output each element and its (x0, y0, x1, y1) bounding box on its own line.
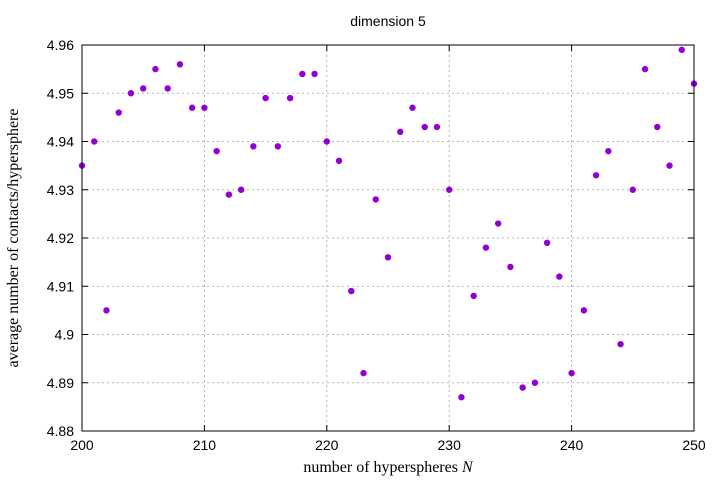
data-point (507, 263, 514, 271)
y-tick-label: 4.91 (47, 278, 74, 294)
y-tick-label: 4.95 (47, 85, 74, 101)
data-point (164, 85, 171, 92)
x-axis-label: number of hyperspheres N (303, 459, 474, 476)
data-point (127, 90, 135, 97)
data-point (225, 191, 233, 198)
data-point (103, 307, 110, 314)
data-point (678, 46, 685, 54)
x-tick-label: 200 (70, 437, 94, 453)
grid-lines (82, 45, 694, 431)
data-point (641, 65, 649, 73)
x-axis-label-text: number of hyperspheres (303, 459, 462, 476)
data-point (311, 70, 318, 78)
data-point (360, 369, 367, 377)
x-tick-label: 210 (193, 437, 217, 453)
data-point (617, 340, 624, 348)
data-point (458, 394, 465, 401)
data-point (262, 94, 269, 102)
data-point (91, 138, 98, 145)
axis-ticks (81, 44, 695, 432)
data-point (666, 162, 673, 169)
data-point (409, 104, 416, 111)
y-tick-label: 4.93 (47, 182, 74, 198)
data-point (531, 379, 539, 386)
y-tick-label: 4.94 (47, 134, 74, 150)
data-point (152, 65, 159, 73)
y-tick-label: 4.88 (47, 423, 74, 439)
data-point (470, 292, 477, 300)
y-tick-label: 4.92 (47, 230, 74, 246)
data-point (629, 186, 636, 193)
data-point (250, 143, 257, 150)
data-point (188, 104, 196, 111)
x-tick-label: 230 (438, 437, 462, 453)
data-point (556, 273, 563, 280)
data-point (384, 254, 392, 261)
y-tick-label: 4.96 (47, 37, 74, 53)
x-tick-label: 240 (560, 437, 584, 453)
data-points (78, 46, 698, 401)
data-point (115, 109, 122, 116)
chart-title: dimension 5 (350, 13, 426, 29)
y-tick-label: 4.89 (47, 375, 74, 391)
data-point (397, 128, 404, 136)
x-tick-labels: 200 210 220 230 240 250 (70, 437, 706, 453)
data-point (592, 172, 600, 179)
y-tick-labels: 4.88 4.89 4.9 4.91 4.92 4.93 4.94 4.95 4.96 (47, 37, 74, 439)
data-point (605, 147, 612, 155)
data-point (274, 143, 282, 150)
x-axis-label-variable: N (461, 459, 474, 476)
data-point (213, 147, 220, 155)
x-tick-label: 250 (682, 437, 706, 453)
data-point (519, 384, 526, 391)
y-tick-label: 4.9 (55, 327, 75, 343)
data-point (482, 244, 490, 251)
data-point (201, 104, 208, 111)
x-tick-label: 220 (315, 437, 339, 453)
data-point (176, 61, 184, 68)
data-point (654, 123, 661, 131)
data-point (140, 85, 147, 92)
data-point (543, 239, 551, 247)
y-axis-label: average number of contacts/hypersphere (5, 109, 22, 368)
data-point (433, 123, 441, 131)
data-point (580, 307, 588, 314)
data-point (237, 186, 245, 193)
data-point (299, 70, 306, 78)
data-point (348, 287, 355, 295)
data-point (335, 157, 343, 164)
data-point (323, 138, 330, 145)
data-point (421, 123, 428, 131)
data-point (286, 94, 294, 102)
data-point (446, 186, 453, 193)
data-point (494, 220, 502, 227)
data-point (568, 369, 575, 377)
data-point (372, 196, 379, 203)
